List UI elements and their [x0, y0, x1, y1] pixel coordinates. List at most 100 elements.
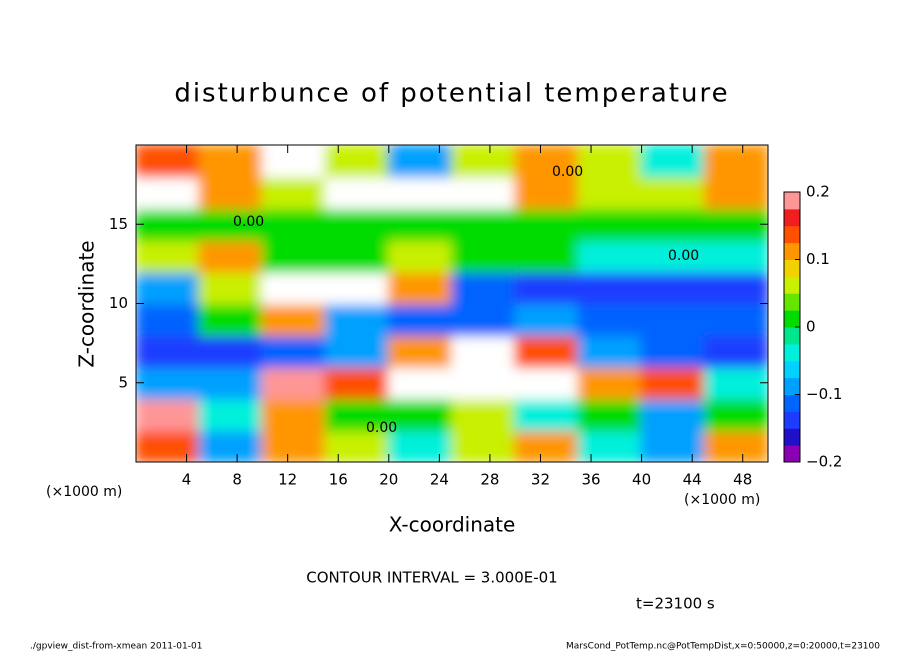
heatmap-cell	[198, 175, 264, 210]
footer-left: ./gpview_dist-from-xmean 2011-01-01	[30, 642, 202, 652]
heatmap-cell	[136, 207, 201, 242]
heatmap-cells	[136, 145, 768, 462]
heatmap-cell	[324, 270, 390, 305]
heatmap-cell	[324, 397, 390, 432]
heatmap-cell	[261, 239, 327, 273]
heatmap-cell	[640, 397, 706, 432]
x-tick-label: 44	[683, 471, 702, 489]
heatmap-cell	[198, 207, 264, 242]
heatmap-cell	[198, 429, 264, 462]
heatmap-cell	[261, 429, 327, 462]
x-tick-label: 32	[531, 471, 550, 489]
colorbar-swatch	[784, 276, 800, 294]
colorbar-swatch	[784, 343, 800, 362]
heatmap-cell	[703, 302, 768, 337]
heatmap-cell	[577, 207, 643, 242]
heatmap-cell	[324, 365, 390, 400]
heatmap-cell	[387, 270, 453, 305]
chart-title: disturbunce of potential temperature	[174, 79, 729, 109]
heatmap-cell	[640, 429, 706, 462]
colorbar-swatch	[784, 293, 800, 311]
colorbar-swatch	[784, 377, 800, 395]
colorbar-tick-label: −0.2	[806, 453, 842, 471]
colorbar-swatch	[784, 428, 800, 446]
contour-label: 0.00	[366, 420, 397, 436]
heatmap-cell	[324, 175, 390, 210]
x-tick-label: 48	[733, 471, 752, 489]
x-tick-label: 24	[430, 471, 449, 489]
contour-label: 0.00	[552, 164, 583, 180]
colorbar-swatch	[784, 445, 800, 463]
heatmap-cell	[261, 397, 327, 432]
heatmap-cell	[640, 207, 706, 242]
heatmap-cell	[703, 145, 768, 178]
heatmap-cell	[261, 207, 327, 242]
heatmap-cell	[387, 302, 453, 337]
heatmap-cell	[577, 239, 643, 273]
heatmap-cell	[451, 397, 517, 432]
heatmap-cell	[703, 365, 768, 400]
heatmap-cell	[136, 270, 201, 305]
colorbar-tick-label: −0.1	[806, 385, 842, 403]
heatmap-cell	[703, 270, 768, 305]
heatmap-cell	[198, 239, 264, 273]
y-unit-label: (×1000 m)	[46, 484, 122, 500]
heatmap-cell	[514, 145, 580, 178]
field	[136, 145, 768, 462]
heatmap-cell	[451, 175, 517, 210]
heatmap-cell	[387, 334, 453, 368]
heatmap-cell	[577, 365, 643, 400]
heatmap-cell	[451, 334, 517, 368]
heatmap-cell	[261, 365, 327, 400]
heatmap-cell	[387, 239, 453, 273]
colorbar-tick-label: 0.2	[806, 183, 830, 201]
heatmap-cell	[703, 239, 768, 273]
heatmap-cell	[261, 175, 327, 210]
colorbar-swatch	[784, 192, 800, 210]
heatmap-cell	[261, 270, 327, 305]
heatmap-cell	[136, 145, 201, 178]
x-tick-label: 12	[278, 471, 297, 489]
heatmap-cell	[451, 239, 517, 273]
y-axis-label: Z-coordinate	[75, 240, 99, 367]
heatmap-cell	[387, 145, 453, 178]
heatmap-cell	[577, 429, 643, 462]
heatmap-cell	[640, 175, 706, 210]
colorbar-swatch	[784, 259, 800, 277]
colorbar-swatch	[784, 310, 800, 328]
heatmap-cell	[640, 145, 706, 178]
heatmap-cell	[324, 239, 390, 273]
heatmap-cell	[198, 302, 264, 337]
contour-interval: CONTOUR INTERVAL = 3.000E-01	[306, 569, 557, 587]
heatmap-cell	[451, 270, 517, 305]
x-tick-label: 28	[480, 471, 499, 489]
time-label: t=23100 s	[636, 595, 715, 613]
heatmap-cell	[514, 365, 580, 400]
colorbar-swatch	[784, 411, 800, 429]
heatmap-cell	[324, 207, 390, 242]
heatmap-cell	[640, 365, 706, 400]
heatmap-cell	[198, 270, 264, 305]
heatmap-cell	[136, 429, 201, 462]
heatmap-cell	[640, 270, 706, 305]
y-tick-label: 15	[109, 215, 128, 233]
heatmap-cell	[136, 302, 201, 337]
heatmap-cell	[514, 175, 580, 210]
colorbar-swatch	[784, 360, 800, 379]
colorbar-swatch	[784, 327, 800, 345]
colorbar-tick-label: 0.1	[806, 250, 830, 268]
heatmap-cell	[514, 270, 580, 305]
heatmap-cell	[703, 175, 768, 210]
heatmap-cell	[136, 239, 201, 273]
heatmap-cell	[577, 175, 643, 210]
heatmap-cell	[577, 397, 643, 432]
heatmap-cell	[324, 302, 390, 337]
heatmap-cell	[198, 145, 264, 178]
heatmap-cell	[261, 334, 327, 368]
x-tick-label: 36	[581, 471, 600, 489]
contour-label: 0.00	[668, 248, 699, 264]
heatmap-cell	[640, 302, 706, 337]
heatmap-cell	[387, 207, 453, 242]
colorbar-swatch	[784, 208, 800, 227]
x-tick-label: 40	[632, 471, 651, 489]
